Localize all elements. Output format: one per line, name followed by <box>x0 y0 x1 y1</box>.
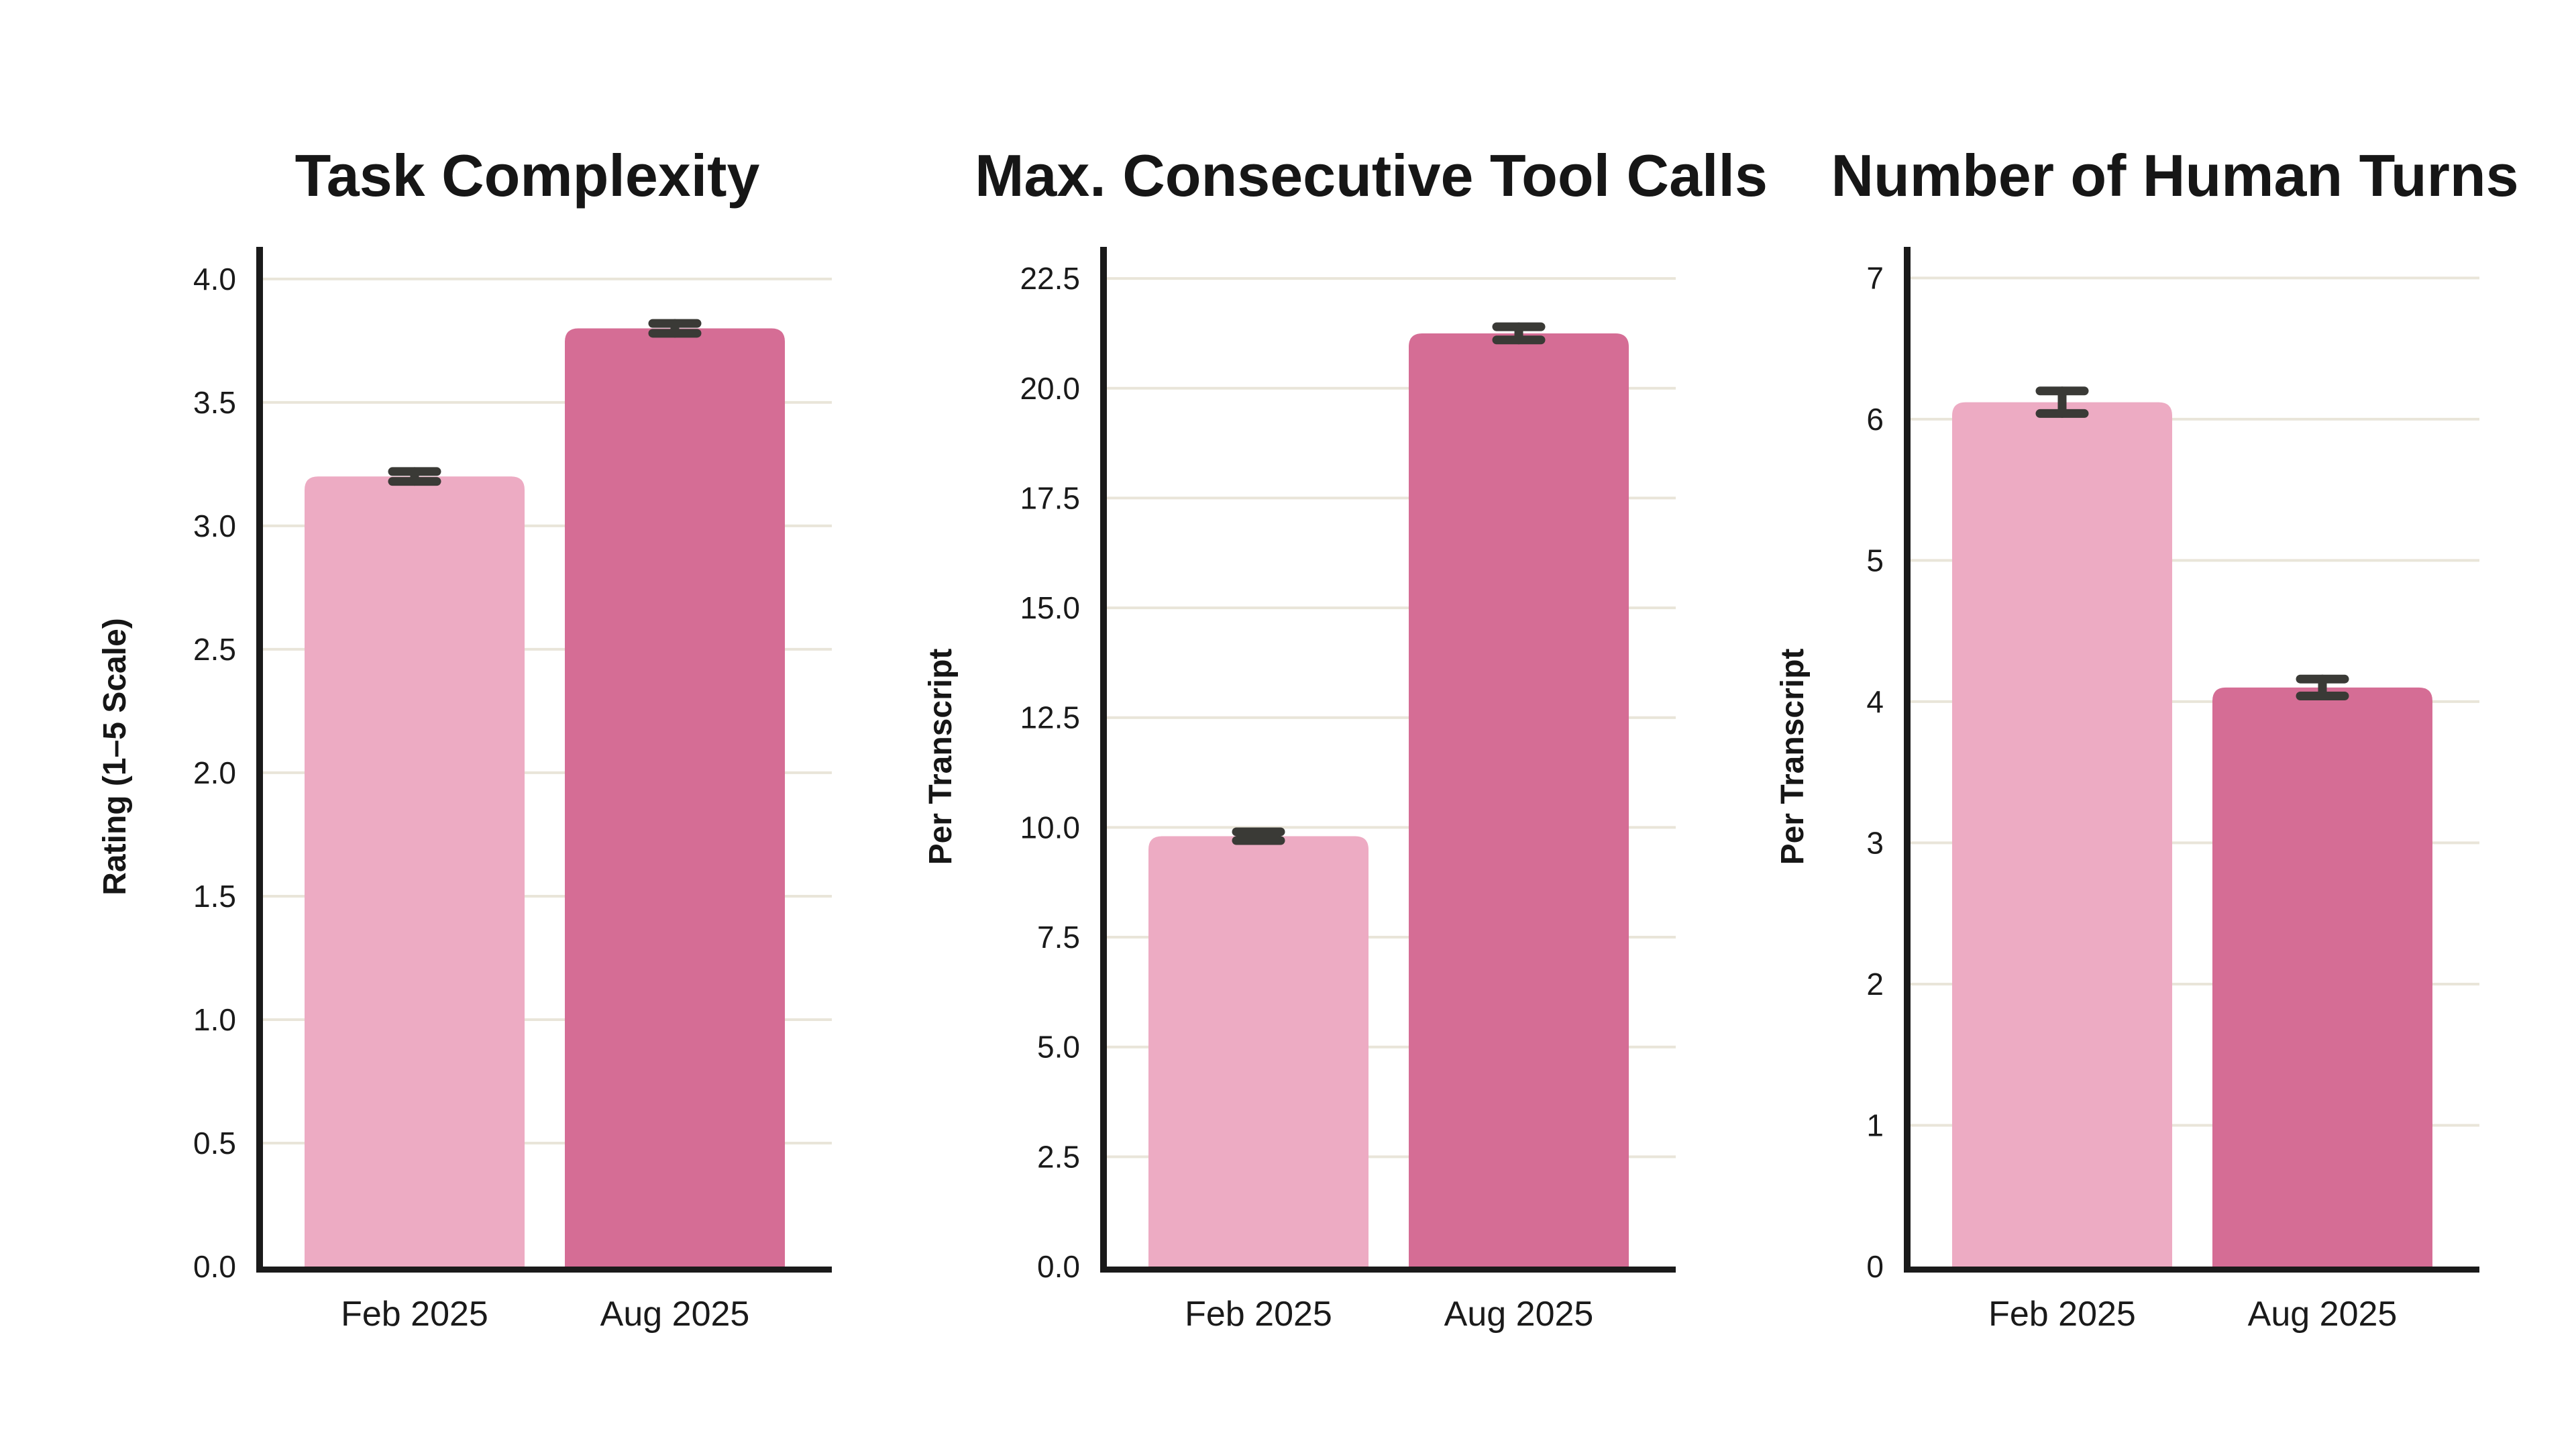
y-tick-label: 22.5 <box>1020 261 1080 296</box>
y-axis-label: Rating (1–5 Scale) <box>97 618 133 895</box>
subplot-3: 0 1 2 3 4 5 6 7 Feb 2025 Aug 2025 Per Transcript Nu… <box>1775 142 2519 1334</box>
bar <box>1148 836 1368 1267</box>
y-tick-label: 2 <box>1866 967 1884 1002</box>
y-tick-label: 7 <box>1866 260 1884 295</box>
y-axis-spine <box>1904 247 1911 1273</box>
chart-title: Task Complexity <box>295 142 760 209</box>
y-tick-label: 0 <box>1866 1249 1884 1284</box>
y-tick-label: 15.0 <box>1020 590 1080 625</box>
y-tick-label: 0.0 <box>193 1249 236 1284</box>
y-axis-spine <box>256 247 263 1273</box>
x-axis-spine <box>1100 1267 1676 1273</box>
chart-title: Number of Human Turns <box>1831 142 2518 209</box>
x-tick-label: Aug 2025 <box>1444 1295 1594 1334</box>
bar <box>2212 687 2432 1267</box>
y-axis-spine <box>1100 247 1107 1273</box>
y-tick-label: 4.0 <box>193 262 236 297</box>
x-tick-label: Aug 2025 <box>600 1295 750 1334</box>
x-tick-label: Aug 2025 <box>2248 1295 2398 1334</box>
y-tick-label: 0.5 <box>193 1126 236 1161</box>
chart-title: Max. Consecutive Tool Calls <box>975 142 1768 209</box>
bar <box>565 328 785 1267</box>
y-tick-label: 12.5 <box>1020 700 1080 735</box>
y-tick-label: 1.0 <box>193 1002 236 1037</box>
subplot-2: 0.0 2.5 5.0 7.5 10.0 12.5 15.0 17.5 20.0 22.5 Feb … <box>923 142 1768 1334</box>
y-tick-label: 2.0 <box>193 755 236 790</box>
y-tick-label: 0.0 <box>1037 1249 1080 1284</box>
bar <box>1952 402 2172 1267</box>
y-tick-label: 2.5 <box>1037 1139 1080 1174</box>
y-tick-label: 4 <box>1866 684 1884 719</box>
x-axis-spine <box>1904 1267 2479 1273</box>
x-axis-spine <box>256 1267 832 1273</box>
bar <box>1409 333 1629 1267</box>
y-tick-label: 5.0 <box>1037 1030 1080 1065</box>
y-tick-label: 6 <box>1866 402 1884 437</box>
y-tick-label: 1 <box>1866 1108 1884 1142</box>
bar <box>305 476 525 1267</box>
y-tick-label: 1.5 <box>193 879 236 914</box>
y-tick-label: 2.5 <box>193 632 236 667</box>
y-axis-label: Per Transcript <box>923 649 959 865</box>
y-tick-label: 10.0 <box>1020 810 1080 845</box>
x-tick-label: Feb 2025 <box>1185 1295 1332 1334</box>
x-tick-label: Feb 2025 <box>1988 1295 2136 1334</box>
y-tick-label: 17.5 <box>1020 480 1080 515</box>
y-tick-label: 20.0 <box>1020 371 1080 406</box>
y-tick-label: 3.0 <box>193 508 236 543</box>
y-tick-label: 5 <box>1866 543 1884 578</box>
y-axis-label: Per Transcript <box>1775 649 1811 865</box>
y-tick-label: 3.5 <box>193 385 236 420</box>
x-tick-label: Feb 2025 <box>341 1295 488 1334</box>
subplot-1: 0.0 0.5 1.0 1.5 2.0 2.5 3.0 3.5 4.0 Feb 2025 Aug 2… <box>97 142 832 1334</box>
y-tick-label: 7.5 <box>1037 920 1080 955</box>
y-tick-label: 3 <box>1866 825 1884 860</box>
